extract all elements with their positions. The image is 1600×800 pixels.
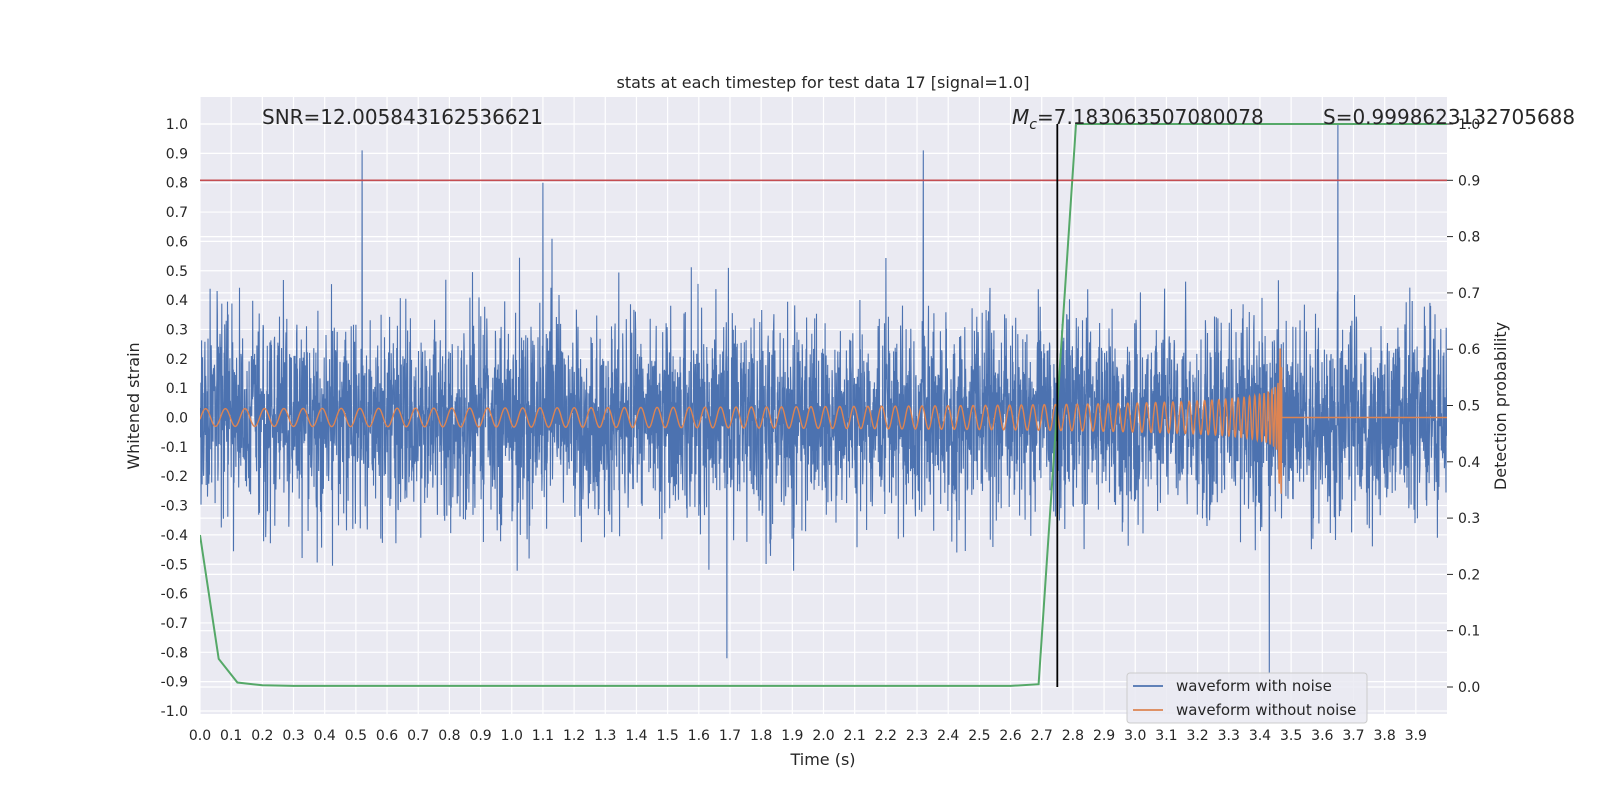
y2-tick-label: 0.0 — [1458, 680, 1480, 696]
y-tick-label: 0.8 — [166, 176, 188, 192]
y2-tick-label: 0.5 — [1458, 399, 1480, 415]
x-tick-label: 0.1 — [220, 728, 242, 744]
y2-tick-label: 0.2 — [1458, 567, 1480, 583]
x-tick-label: 2.6 — [999, 728, 1021, 744]
x-tick-label: 2.7 — [1031, 728, 1053, 744]
x-tick-label: 1.6 — [688, 728, 710, 744]
y-tick-label: 1.0 — [166, 117, 188, 133]
legend-label-noise: waveform with noise — [1176, 677, 1332, 695]
y-tick-label: -1.0 — [161, 704, 188, 720]
x-tick-label: 1.4 — [625, 728, 647, 744]
y2-tick-label: 0.1 — [1458, 624, 1480, 640]
y-tick-label: 0.0 — [166, 411, 188, 427]
x-axis-label: Time (s) — [789, 750, 855, 769]
clean-series — [200, 348, 1447, 494]
mc-annotation: Mc=7.183063507080078 — [1012, 105, 1264, 133]
legend-label-clean: waveform without noise — [1176, 701, 1356, 719]
x-tick-label: 2.9 — [1093, 728, 1115, 744]
legend: waveform with noise waveform without noi… — [1126, 672, 1368, 724]
y-tick-label: -0.6 — [161, 587, 188, 603]
x-tick-label: 0.9 — [469, 728, 491, 744]
x-tick-label: 3.0 — [1124, 728, 1146, 744]
legend-box — [1126, 672, 1368, 724]
y2-tick-label: 0.8 — [1458, 230, 1480, 246]
mc-symbol: M — [1012, 105, 1029, 129]
x-tick-label: 1.2 — [563, 728, 585, 744]
x-tick-label: 3.4 — [1249, 728, 1271, 744]
x-tick-label: 2.2 — [875, 728, 897, 744]
x-tick-label: 2.1 — [844, 728, 866, 744]
x-tick-label: 3.5 — [1280, 728, 1302, 744]
y-tick-label: -0.2 — [161, 469, 188, 485]
y-tick-label: 0.3 — [166, 322, 188, 338]
overlay-lines — [200, 124, 1447, 687]
y-tick-label: 0.6 — [166, 234, 188, 250]
probability-series — [200, 123, 1447, 687]
x-tick-label: 1.0 — [501, 728, 523, 744]
x-tick-label: 0.0 — [189, 728, 211, 744]
y-axis-label: Whitened strain — [124, 342, 143, 469]
y-tick-label: -0.3 — [161, 499, 188, 515]
probability-line — [200, 123, 1447, 687]
clean-waveform-line — [200, 348, 1447, 494]
x-tick-label: 0.3 — [282, 728, 304, 744]
y-tick-label: -0.9 — [161, 675, 188, 691]
y2-tick-label: 0.6 — [1458, 342, 1480, 358]
x-tick-label: 2.5 — [968, 728, 990, 744]
y-tick-label: -0.5 — [161, 557, 188, 573]
x-tick-label: 2.0 — [812, 728, 834, 744]
x-tick-label: 1.8 — [750, 728, 772, 744]
y-tick-label: 0.2 — [166, 352, 188, 368]
x-tick-label: 0.7 — [407, 728, 429, 744]
y-tick-label: -0.1 — [161, 440, 188, 456]
x-tick-label: 3.2 — [1186, 728, 1208, 744]
chart-title: stats at each timestep for test data 17 … — [617, 73, 1030, 92]
x-tick-label: 1.3 — [594, 728, 616, 744]
x-tick-label: 0.6 — [376, 728, 398, 744]
x-tick-label: 3.1 — [1155, 728, 1177, 744]
y-tick-label: 0.7 — [166, 205, 188, 221]
y2-tick-label: 0.7 — [1458, 286, 1480, 302]
x-tick-label: 0.8 — [438, 728, 460, 744]
y-tick-label: -0.8 — [161, 645, 188, 661]
y2-tick-label: 0.4 — [1458, 455, 1480, 471]
y2-axis-label: Detection probability — [1491, 322, 1510, 490]
y-tick-label: 0.1 — [166, 381, 188, 397]
mc-subscript: c — [1029, 117, 1037, 133]
x-tick-label: 0.5 — [345, 728, 367, 744]
y2-tick-label: 0.3 — [1458, 511, 1480, 527]
snr-annotation: SNR=12.005843162536621 — [262, 105, 543, 129]
x-tick-label: 1.9 — [781, 728, 803, 744]
x-tick-label: 3.3 — [1218, 728, 1240, 744]
y2-tick-label: 0.9 — [1458, 173, 1480, 189]
y-tick-label: 0.5 — [166, 264, 188, 280]
x-tick-label: 2.3 — [906, 728, 928, 744]
x-tick-label: 3.7 — [1342, 728, 1364, 744]
y-tick-label: 0.9 — [166, 146, 188, 162]
x-tick-label: 1.7 — [719, 728, 741, 744]
x-tick-label: 1.5 — [656, 728, 678, 744]
x-tick-label: 3.9 — [1405, 728, 1427, 744]
mc-value: =7.183063507080078 — [1037, 105, 1264, 129]
y-tick-label: 0.4 — [166, 293, 188, 309]
y-tick-label: -0.7 — [161, 616, 188, 632]
x-tick-label: 3.8 — [1374, 728, 1396, 744]
x-tick-label: 3.6 — [1311, 728, 1333, 744]
x-tick-label: 0.2 — [251, 728, 273, 744]
y-tick-label: -0.4 — [161, 528, 188, 544]
s-annotation: S=0.9998623132705688 — [1323, 105, 1575, 129]
x-tick-label: 2.4 — [937, 728, 959, 744]
x-tick-label: 0.4 — [314, 728, 336, 744]
x-tick-label: 2.8 — [1062, 728, 1084, 744]
tick-labels: 0.0 0.1 0.2 0.3 0.4 0.5 0.6 0.7 0.8 0.9 1.0 1.1 1.2 1… — [161, 117, 1481, 744]
x-tick-label: 1.1 — [532, 728, 554, 744]
y2-tick-label: 1.0 — [1458, 117, 1480, 133]
